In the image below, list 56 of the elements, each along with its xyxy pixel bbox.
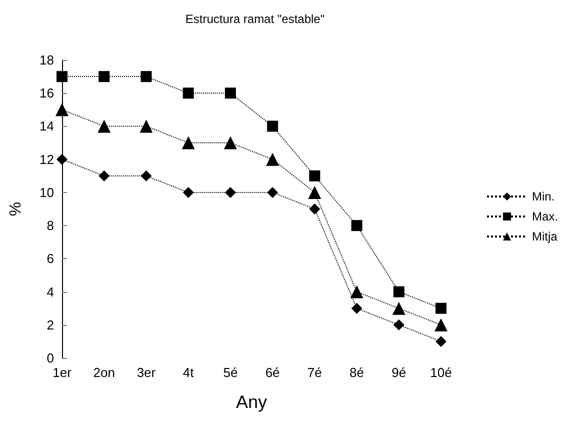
point: [350, 285, 364, 298]
legend-label: Min.: [532, 190, 555, 204]
y-tick-label: 0: [46, 350, 54, 366]
x-axis-title: Any: [236, 392, 268, 412]
point: [309, 204, 320, 214]
point: [98, 71, 110, 82]
point: [351, 302, 362, 314]
point: [56, 71, 68, 82]
x-tick-label: 9é: [392, 365, 406, 380]
y-tick-label: 14: [40, 118, 54, 134]
x-tick-label: 5é: [223, 365, 238, 380]
x-tick-label: 8é: [350, 365, 364, 380]
x-tick-label: 1er: [52, 365, 72, 380]
point: [267, 120, 278, 132]
point: [308, 186, 322, 199]
point: [140, 71, 152, 82]
point: [392, 302, 406, 315]
x-tick-label: 2on: [93, 365, 115, 380]
point: [393, 286, 404, 298]
x-tick-label: 3er: [136, 365, 156, 380]
point: [266, 152, 280, 166]
point: [56, 103, 68, 116]
point: [224, 186, 236, 198]
point: [351, 220, 362, 232]
y-tick-label: 16: [40, 86, 54, 101]
point: [224, 88, 236, 99]
point: [267, 186, 278, 198]
point: [224, 136, 237, 150]
point: [140, 170, 152, 182]
legend-label: Mitja: [532, 230, 558, 244]
y-tick-label: 12: [40, 152, 54, 167]
x-tick-label: 10é: [430, 365, 452, 380]
chart-title: Estructura ramat "estable": [185, 12, 325, 26]
y-tick-label: 8: [46, 218, 54, 234]
x-tick-label: 6é: [265, 365, 280, 380]
y-tick-label: 2: [46, 317, 54, 332]
point: [98, 120, 111, 133]
point: [436, 336, 446, 347]
point: [56, 154, 68, 165]
y-tick-label: 6: [46, 251, 54, 266]
point: [182, 88, 194, 99]
y-tick-label: 18: [40, 52, 54, 68]
point: [393, 319, 404, 330]
point: [140, 120, 153, 133]
point: [182, 186, 194, 198]
y-tick-label: 4: [46, 284, 54, 300]
point: [436, 302, 446, 314]
point: [182, 136, 195, 150]
point: [434, 318, 448, 332]
point: [309, 170, 320, 182]
x-tick-label: 7é: [307, 365, 322, 380]
x-tick-label: 4t: [182, 365, 194, 380]
y-axis-title: %: [8, 202, 24, 216]
y-tick-label: 10: [40, 184, 54, 200]
legend-label: Max.: [532, 210, 558, 224]
point: [98, 170, 110, 182]
